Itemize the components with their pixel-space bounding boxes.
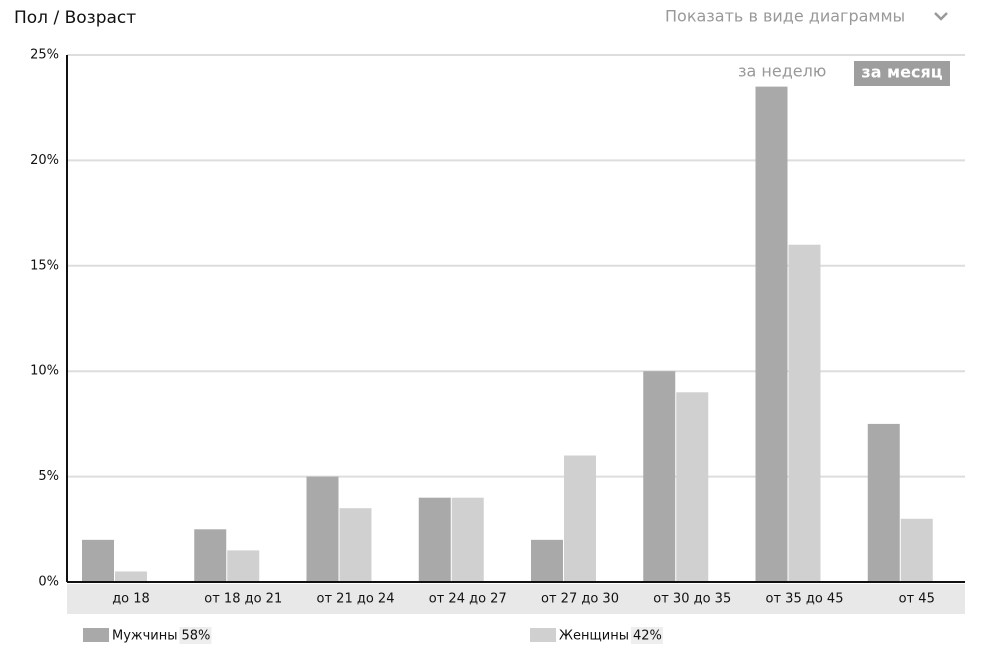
bar [451,497,484,582]
legend-swatch [83,628,109,642]
x-tick-label: от 45 [899,592,935,607]
period-week[interactable]: за неделю [738,62,826,81]
bar [900,518,933,582]
bar [676,392,709,582]
bar [194,529,227,582]
period-month[interactable]: за месяц [861,63,942,82]
y-tick-label: 5% [38,469,59,484]
y-tick-label: 0% [38,575,59,590]
bar [227,550,260,582]
period-active-bg [854,61,950,86]
x-tick-label: от 18 до 21 [204,592,282,607]
legend-share-bg [179,627,212,644]
legend-share-bg [630,627,663,644]
bar [115,571,147,582]
x-tick-label: от 30 до 35 [653,592,731,607]
x-tick-label: до 18 [112,592,150,607]
y-tick-label: 15% [30,258,59,273]
legend-share: 42% [633,629,662,644]
bar [867,423,900,582]
view-toggle[interactable]: Показать в виде диаграммы [665,7,905,26]
x-tick-label: от 27 до 30 [541,592,619,607]
bar [82,539,114,582]
bar [643,371,676,582]
x-tick-label: от 24 до 27 [429,592,507,607]
bar [418,497,451,582]
legend-label: Женщины [559,629,629,644]
bar [531,539,563,582]
bar [564,455,596,582]
y-tick-label: 25% [30,48,59,63]
chart-title: Пол / Возраст [14,8,136,28]
x-label-band [67,584,965,614]
y-tick-label: 20% [30,153,59,168]
bar [755,86,788,583]
legend-label: Мужчины [112,629,178,644]
legend-share: 58% [182,629,211,644]
bar [306,476,339,582]
x-tick-label: от 21 до 24 [317,592,395,607]
bar [788,244,821,582]
bar [339,508,372,582]
y-tick-label: 10% [30,364,59,379]
legend-swatch [530,628,556,642]
x-tick-label: от 35 до 45 [766,592,844,607]
chevron [934,12,948,21]
